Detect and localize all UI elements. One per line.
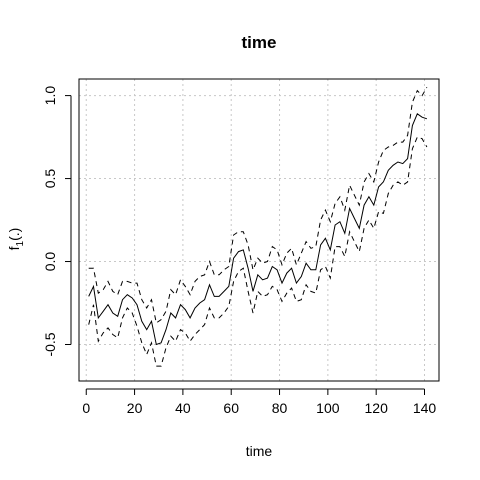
y-axis-label: f1(.) [6,228,26,251]
series-lower-band [88,136,428,367]
x-tick-label-1: 20 [127,400,143,416]
x-axis-label: time [246,443,273,459]
y-tick-label-2: 0.5 [42,169,58,189]
x-axis: 0 20 40 60 80 100 120 140 [82,388,437,416]
x-tick-label-2: 40 [175,400,191,416]
series-estimate [88,113,428,346]
chart-title: time [242,33,277,52]
series-upper-band [88,87,428,324]
x-tick-label-4: 80 [272,400,288,416]
x-tick-label-6: 120 [365,400,389,416]
grid [79,79,439,381]
y-axis-label-subscript: 1 [15,240,26,246]
x-tick-label-3: 60 [223,400,239,416]
x-tick-label-0: 0 [82,400,90,416]
x-tick-label-5: 100 [316,400,340,416]
x-tick-label-7: 140 [413,400,437,416]
y-tick-label-1: 0.0 [42,252,58,272]
y-axis-label-tail: (.) [6,228,22,241]
y-tick-label-3: 1.0 [42,86,58,106]
y-tick-label-0: -0.5 [42,332,58,356]
plot-area [78,78,440,382]
series-layer [88,87,428,367]
y-axis: -0.5 0.0 0.5 1.0 [42,86,72,357]
y-axis-label-main: f [6,246,22,250]
